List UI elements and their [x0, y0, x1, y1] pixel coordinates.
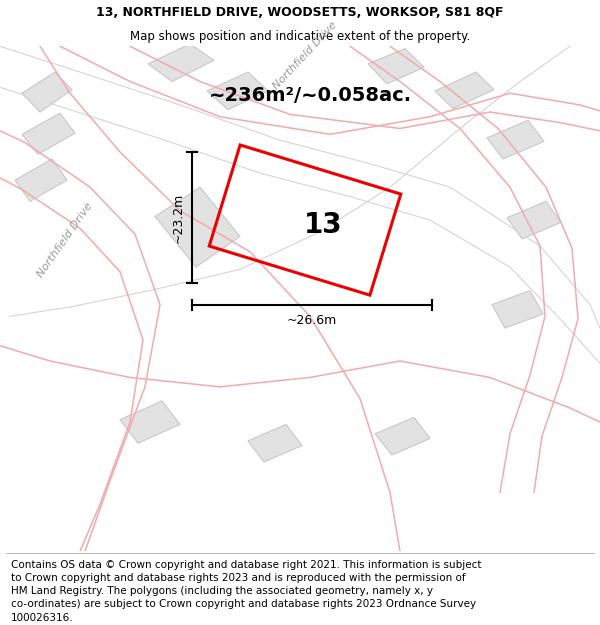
Polygon shape — [15, 159, 67, 201]
Polygon shape — [207, 72, 268, 109]
Text: Contains OS data © Crown copyright and database right 2021. This information is : Contains OS data © Crown copyright and d… — [11, 560, 481, 570]
Text: 13: 13 — [304, 211, 343, 239]
Text: Map shows position and indicative extent of the property.: Map shows position and indicative extent… — [130, 29, 470, 42]
Polygon shape — [368, 49, 424, 84]
Text: ~26.6m: ~26.6m — [287, 314, 337, 327]
Polygon shape — [435, 72, 494, 109]
Text: to Crown copyright and database rights 2023 and is reproduced with the permissio: to Crown copyright and database rights 2… — [11, 573, 466, 583]
Polygon shape — [375, 418, 430, 455]
Polygon shape — [22, 113, 75, 154]
Text: Northfield Drive: Northfield Drive — [271, 20, 339, 91]
Text: co-ordinates) are subject to Crown copyright and database rights 2023 Ordnance S: co-ordinates) are subject to Crown copyr… — [11, 599, 476, 609]
Text: ~236m²/~0.058ac.: ~236m²/~0.058ac. — [208, 86, 412, 105]
Polygon shape — [155, 187, 240, 267]
Polygon shape — [248, 424, 302, 462]
Polygon shape — [120, 401, 180, 443]
Polygon shape — [492, 291, 543, 328]
Text: ~23.2m: ~23.2m — [172, 192, 185, 243]
Text: Northfield Drive: Northfield Drive — [35, 201, 95, 279]
Polygon shape — [22, 72, 72, 112]
Polygon shape — [487, 120, 544, 159]
Text: HM Land Registry. The polygons (including the associated geometry, namely x, y: HM Land Registry. The polygons (includin… — [11, 586, 433, 596]
Polygon shape — [507, 201, 561, 239]
Text: 100026316.: 100026316. — [11, 612, 73, 622]
Text: 13, NORTHFIELD DRIVE, WOODSETTS, WORKSOP, S81 8QF: 13, NORTHFIELD DRIVE, WOODSETTS, WORKSOP… — [96, 6, 504, 19]
Polygon shape — [148, 44, 214, 81]
